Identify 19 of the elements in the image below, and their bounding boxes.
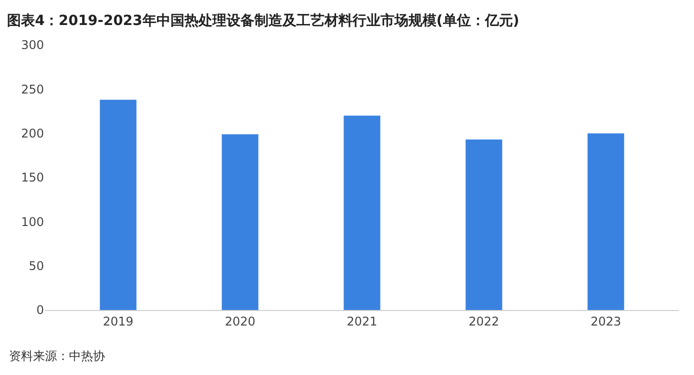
bar [588,133,624,310]
chart-title: 图表4：2019-2023年中国热处理设备制造及工艺材料行业市场规模(单位：亿元) [6,12,520,29]
bar [466,140,502,310]
y-tick-label: 50 [28,259,44,274]
x-tick-label: 2020 [224,314,256,328]
bar [344,116,380,310]
y-tick-label: 0 [36,303,44,318]
y-tick-label: 100 [21,214,44,229]
x-tick-label: 2022 [468,314,500,328]
x-tick-label: 2023 [590,314,622,328]
y-tick-label: 200 [21,126,44,141]
x-tick-label: 2019 [102,314,134,328]
bar [222,134,258,310]
y-tick-label: 300 [21,38,44,52]
y-tick-label: 150 [21,170,44,185]
y-tick-label: 250 [21,82,44,96]
text: 资料来源：中热协 [9,349,105,363]
x-tick-label: 2021 [346,314,378,328]
bar [100,100,136,310]
